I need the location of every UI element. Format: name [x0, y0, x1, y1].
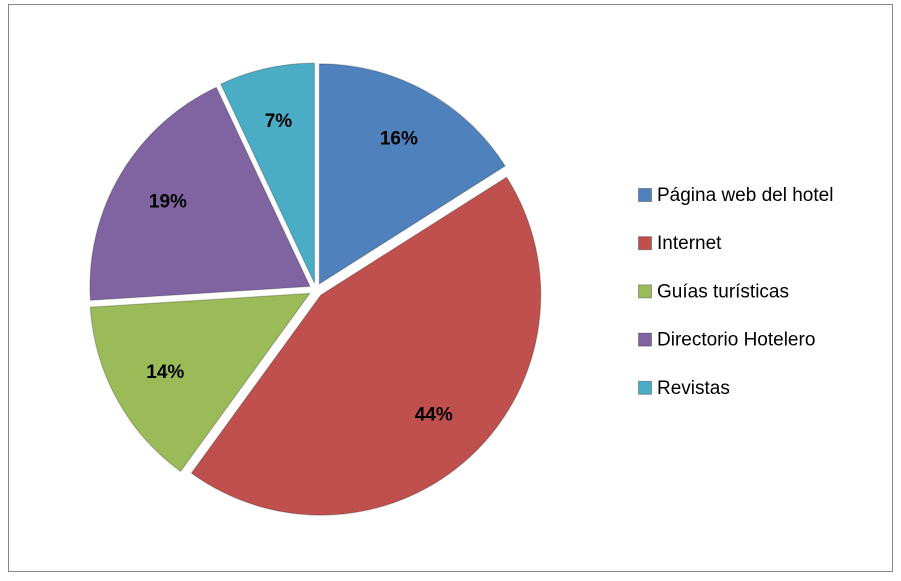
legend-label: Internet — [657, 233, 722, 254]
legend-swatch — [638, 380, 652, 395]
legend-label: Directorio Hotelero — [657, 330, 815, 351]
legend-label: Página web del hotel — [657, 185, 833, 206]
pie-slice — [89, 86, 311, 301]
pie-slice — [318, 63, 506, 285]
data-label: 19% — [149, 191, 187, 212]
legend-swatch — [638, 188, 652, 202]
data-label: 7% — [265, 111, 293, 132]
legend-label: Revistas — [657, 378, 730, 399]
legend-label: Guías turísticas — [657, 281, 789, 302]
pie-slice — [190, 176, 542, 516]
pie-slice — [220, 62, 316, 284]
legend-swatch — [638, 332, 652, 347]
data-label: 44% — [415, 404, 453, 425]
legend-swatch — [638, 236, 652, 251]
pie-slice — [89, 292, 312, 473]
legend-swatch — [638, 284, 652, 299]
data-label: 16% — [380, 128, 418, 149]
data-label: 14% — [146, 362, 184, 383]
